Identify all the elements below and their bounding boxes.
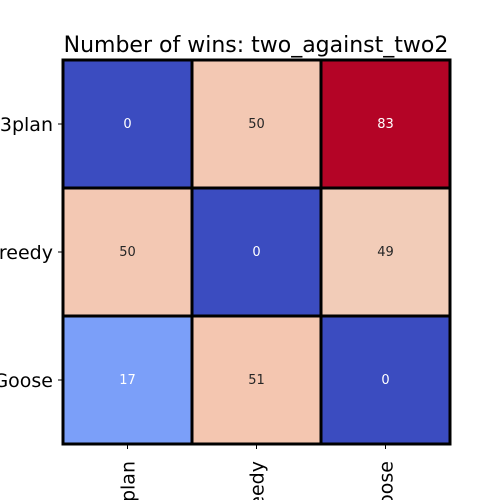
heatmap-cell — [61, 58, 194, 190]
cell-value-label: 51 — [248, 373, 265, 388]
column-label: B3plan — [118, 461, 140, 500]
column-label: Greedy — [247, 461, 269, 500]
chart-title: Number of wins: two_against_two2 — [64, 33, 449, 58]
cell-value-label: 49 — [377, 245, 394, 260]
row-tick-labels: B3plan Greedy Goose — [0, 114, 63, 392]
column-label: Goose — [376, 461, 398, 500]
cell-value-label: 50 — [248, 117, 265, 132]
heatmap-cell — [190, 58, 323, 190]
heatmap-cell — [190, 314, 323, 446]
cell-value-label: 0 — [252, 245, 260, 260]
row-label: B3plan — [0, 114, 53, 136]
cell-value-label: 17 — [119, 373, 136, 388]
column-tick-labels: B3plan Greedy Goose — [118, 444, 398, 500]
cell-value-label: 0 — [123, 117, 131, 132]
row-label: Goose — [0, 370, 53, 392]
row-label: Greedy — [0, 242, 53, 264]
cell-value-label: 0 — [381, 373, 389, 388]
cell-value-label: 50 — [119, 245, 136, 260]
heatmap-cells: 0 50 83 50 0 49 17 51 0 — [61, 58, 452, 446]
heatmap-cell — [319, 186, 452, 318]
cell-value-label: 83 — [377, 117, 394, 132]
